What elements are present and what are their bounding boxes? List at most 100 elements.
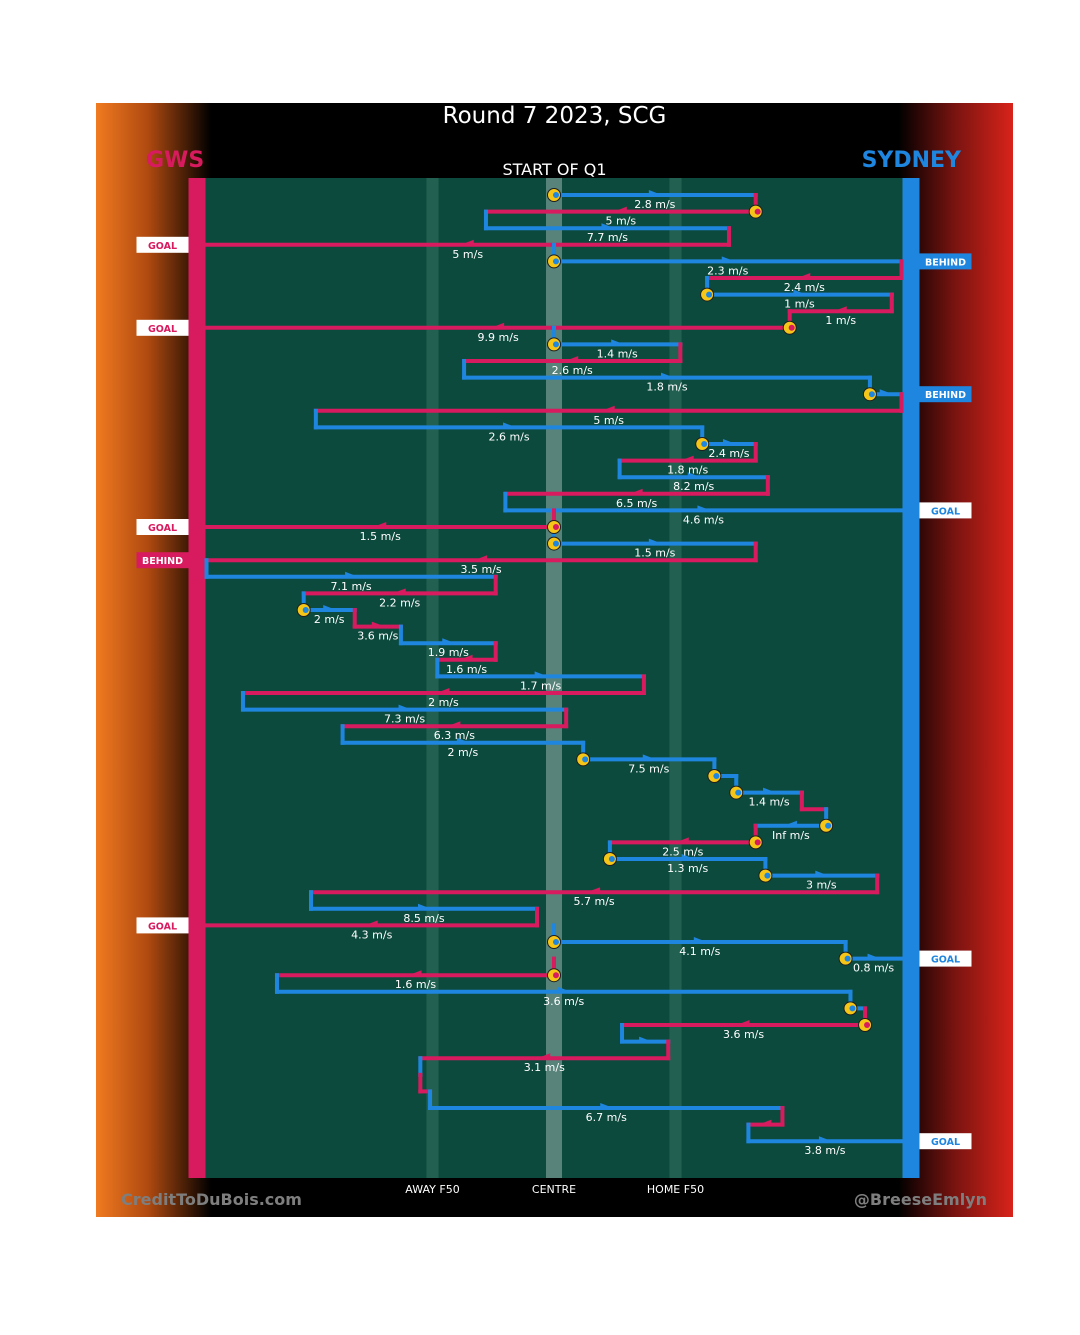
direction-arrow — [793, 289, 807, 296]
stoppage-marker-dot — [553, 972, 559, 979]
direction-arrow — [565, 356, 579, 362]
speed-label: 3.6 m/s — [543, 995, 584, 1008]
sydney-goal-post — [902, 178, 920, 1178]
speed-label: 1.9 m/s — [428, 646, 469, 659]
speed-label: 1.5 m/s — [634, 547, 675, 560]
speed-label: 2.2 m/s — [379, 596, 420, 609]
speed-label: 4.1 m/s — [679, 945, 720, 958]
direction-arrow — [601, 405, 615, 412]
direction-arrow — [693, 937, 707, 943]
direction-arrow — [613, 206, 627, 213]
stoppage-marker-dot — [754, 839, 761, 846]
speed-label: 3.1 m/s — [524, 1061, 565, 1074]
speed-label: 4.3 m/s — [351, 928, 392, 941]
speed-label: 1.5 m/s — [360, 530, 401, 543]
speed-label: 5 m/s — [452, 248, 483, 261]
direction-arrow — [600, 1103, 614, 1109]
outcome-badge — [919, 1133, 972, 1150]
speed-label: 8.2 m/s — [673, 480, 714, 493]
direction-arrow — [783, 820, 797, 827]
speed-label: 1.4 m/s — [597, 347, 638, 360]
stoppage-marker-dot — [868, 391, 875, 398]
outcome-label: BEHIND — [142, 556, 183, 567]
direction-arrow — [611, 339, 625, 346]
direction-arrow — [587, 887, 601, 894]
ball-movement-chart: AWAY F50 CENTRE HOME F50 2.8 m/s 5 m/s 7.7 m/… — [136, 178, 972, 1196]
speed-label: 1.6 m/s — [395, 978, 436, 991]
speed-label: 7.7 m/s — [587, 231, 628, 244]
speed-label: 8.5 m/s — [403, 912, 444, 925]
speed-label: 2.6 m/s — [552, 364, 593, 377]
outcome-badge — [136, 236, 189, 253]
speed-label: 2.5 m/s — [662, 845, 703, 858]
speed-label: 7.3 m/s — [384, 713, 425, 726]
direction-arrow — [503, 422, 517, 429]
stoppage-marker-dot — [553, 192, 559, 198]
direction-arrow — [722, 439, 736, 445]
direction-arrow — [460, 239, 474, 246]
speed-label: 2.4 m/s — [708, 447, 749, 460]
stoppage-marker-dot — [608, 856, 615, 862]
stoppage-marker-dot — [849, 1005, 856, 1012]
direction-arrow — [818, 1136, 832, 1143]
outcome-label: GOAL — [931, 1137, 960, 1148]
direction-arrow — [687, 472, 701, 479]
speed-label: 1.4 m/s — [748, 796, 789, 809]
direction-arrow — [447, 721, 461, 728]
direction-arrow — [736, 1020, 750, 1026]
stoppage-marker-dot — [553, 258, 559, 265]
direction-arrow — [557, 986, 571, 993]
direction-arrow — [537, 1053, 551, 1060]
outcome-label: GOAL — [931, 506, 960, 517]
direction-arrow — [323, 605, 337, 611]
speed-label: 6.5 m/s — [616, 497, 657, 510]
outcome-badge — [136, 917, 189, 934]
speed-label: 5 m/s — [605, 215, 636, 228]
speed-label: 5.7 m/s — [574, 895, 615, 908]
outcome-label: GOAL — [148, 241, 177, 252]
stoppage-marker-dot — [553, 939, 559, 945]
direction-arrow — [680, 455, 694, 462]
direction-arrow — [681, 854, 695, 860]
direction-arrow — [534, 671, 548, 678]
direction-arrow — [442, 638, 456, 645]
speed-label: 2.4 m/s — [784, 281, 825, 294]
speed-label: 9.9 m/s — [478, 331, 519, 344]
outcome-label: GOAL — [148, 523, 177, 534]
outcome-label: BEHIND — [925, 257, 966, 268]
direction-arrow — [474, 555, 488, 562]
speed-label: 2 m/s — [314, 613, 345, 626]
speed-label: 0.8 m/s — [853, 962, 894, 975]
direction-arrow — [642, 754, 656, 761]
direction-arrow — [758, 1119, 772, 1126]
speed-label: 4.6 m/s — [683, 513, 724, 526]
direction-arrow — [373, 522, 387, 528]
speed-label: 1.6 m/s — [446, 663, 487, 676]
direction-arrow — [459, 654, 473, 661]
speed-label: 2 m/s — [448, 746, 479, 759]
speed-label: 1 m/s — [784, 298, 815, 311]
speed-label: 3.6 m/s — [723, 1028, 764, 1041]
direction-arrow — [456, 737, 470, 744]
direction-arrow — [879, 389, 893, 396]
outcome-badge — [136, 552, 189, 569]
direction-arrow — [601, 223, 615, 230]
outcome-label: GOAL — [931, 955, 960, 966]
outcome-label: BEHIND — [925, 390, 966, 401]
x-tick-label-2: HOME F50 — [647, 1183, 704, 1196]
stoppage-marker-dot — [754, 208, 761, 215]
speed-label: 3.6 m/s — [357, 630, 398, 643]
credit-right: @BreeseEmlyn — [853, 1190, 987, 1209]
direction-arrow — [417, 903, 431, 910]
speed-label: 6.3 m/s — [434, 729, 475, 742]
credit-left: CreditToDuBois.com — [121, 1190, 302, 1209]
away-team-label: GWS — [146, 148, 205, 173]
speed-label: 2 m/s — [428, 696, 459, 709]
speed-label: 5 m/s — [593, 414, 624, 427]
gws-goal-post — [188, 178, 206, 1178]
direction-arrow — [629, 488, 643, 495]
direction-arrow — [648, 190, 662, 196]
direction-arrow — [867, 953, 881, 960]
outcome-badge — [919, 950, 972, 967]
speed-label: 1.7 m/s — [520, 679, 561, 692]
